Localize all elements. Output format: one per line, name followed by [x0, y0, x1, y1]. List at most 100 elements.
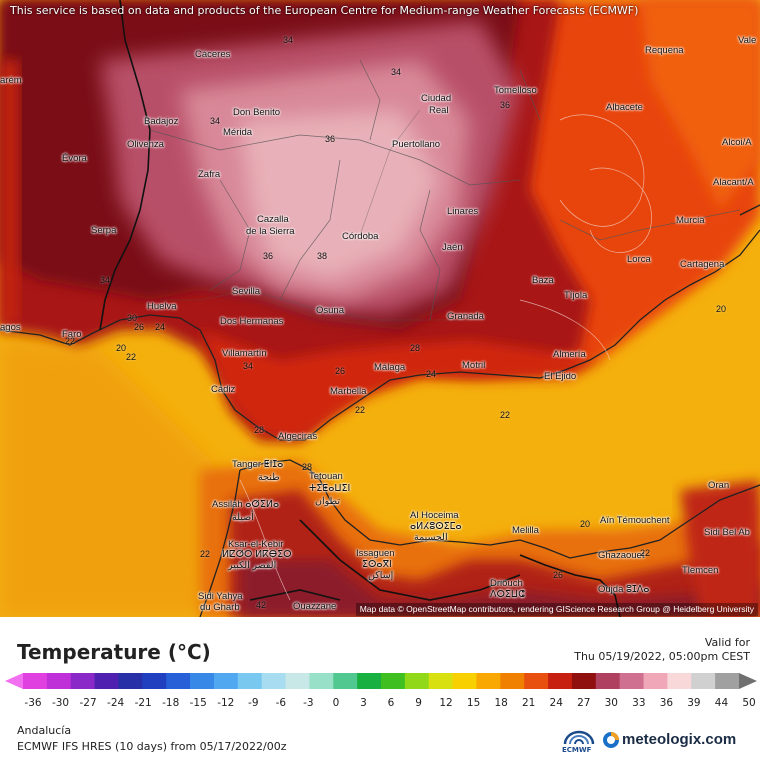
city-label: تطوان	[315, 496, 340, 507]
meteologix-logo-text: meteologix.com	[622, 731, 737, 748]
city-label: de la Sierra	[246, 226, 295, 237]
colorbar-segment	[166, 673, 191, 689]
city-label: القصر الكبير	[228, 560, 277, 571]
city-label: Baza	[532, 275, 554, 286]
colorbar-segment	[619, 673, 645, 689]
colorbar-segment	[548, 673, 573, 689]
city-label: أصيلة	[232, 512, 254, 523]
city-label: Cáceres	[195, 49, 231, 60]
legend-title: Temperature (°C)	[17, 640, 211, 664]
city-label: طنجة	[258, 472, 280, 483]
colorbar-tick-label: 12	[439, 697, 453, 709]
isotherm-label: 34	[283, 35, 294, 45]
colorbar-tick-label: 50	[742, 697, 756, 709]
city-label: إساكن	[368, 570, 394, 581]
city-label: ⵍⵇⵚⵔ ⵍⴽⴱⵉⵔ	[222, 549, 292, 560]
colorbar-tick-label: 33	[632, 697, 646, 709]
isotherm-label: 28	[302, 462, 313, 472]
coastal-red-band	[200, 330, 600, 440]
colorbar-tick-label: 44	[714, 697, 729, 709]
isotherm-label: 38	[317, 251, 328, 261]
city-label: ⵜⵉⵟⴰⵡⵉⵏ	[309, 483, 351, 494]
city-label: Tíjola	[564, 290, 588, 301]
city-label: Évora	[62, 153, 87, 164]
city-label: Osuna	[316, 305, 344, 316]
colorbar-tick-label: -18	[162, 697, 180, 709]
city-label: Olivenza	[127, 139, 164, 150]
region-name: Andalucía	[17, 724, 72, 737]
valid-for-label: Valid for	[704, 636, 750, 649]
temperature-map[interactable]	[0, 0, 760, 617]
city-label: du Gharb	[200, 602, 240, 613]
morocco-rif-red	[230, 490, 760, 617]
colorbar-segment	[118, 673, 143, 689]
colorbar-tick-label: 24	[549, 697, 563, 709]
city-label: Sidi Bel Ab	[704, 527, 750, 538]
city-label: Faro	[62, 329, 82, 340]
coastlines	[0, 204, 760, 617]
city-label: Linares	[447, 206, 479, 217]
city-label: Ouazzane	[293, 601, 337, 612]
colorbar-tick-label: -3	[303, 697, 314, 709]
city-label: ⵉⵙⴰⴳⵏ	[362, 559, 392, 570]
colorbar-tick-label: -27	[79, 697, 97, 709]
colorbar-segment	[261, 673, 287, 689]
colorbar-tick-label: -15	[189, 697, 207, 709]
city-label: Dos Hermanas	[220, 316, 284, 327]
east-coast-orange	[640, 0, 760, 210]
isotherm-label: 22	[126, 352, 137, 362]
isotherm-label: 22	[65, 336, 76, 346]
colorbar-segment	[285, 673, 310, 689]
colorbar-tick-label: 39	[687, 697, 701, 709]
city-label: Tomelloso	[494, 85, 537, 96]
isotherm-label: 26	[134, 322, 145, 332]
colorbar-segment	[500, 673, 525, 689]
city-label: El Ejido	[544, 371, 577, 382]
city-label: Mérida	[223, 127, 253, 138]
atlantic-warm-band	[0, 340, 230, 617]
city-label: Albacete	[606, 102, 643, 113]
city-label: Oran	[708, 480, 730, 491]
isotherm-label: 22	[640, 548, 651, 558]
city-label: Almería	[553, 349, 586, 360]
city-label: Córdoba	[342, 231, 379, 242]
colorbar-tick-label: -21	[134, 697, 152, 709]
isotherm-label: 24	[155, 322, 166, 332]
city-label: Granada	[447, 311, 484, 322]
city-label: Issaguen	[356, 548, 395, 559]
colorbar-segment	[309, 673, 334, 689]
isotherm-lines	[239, 114, 652, 601]
model-run-info: ECMWF IFS HRES (10 days) from 05/17/2022…	[17, 740, 287, 753]
city-label: Sidi Yahya	[198, 591, 243, 602]
portugal-west-red	[0, 60, 20, 330]
colorbar-segment	[213, 673, 239, 689]
isotherm-label: 22	[500, 410, 511, 420]
city-label: Villamartín	[222, 348, 267, 359]
colorbar-segment	[94, 673, 119, 689]
colorbar-tick-label: -9	[248, 697, 259, 709]
colorbar-tick-label: -36	[24, 697, 42, 709]
data-source-notice: This service is based on data and produc…	[10, 4, 639, 17]
colorbar-segment	[691, 673, 716, 689]
isotherm-label: 24	[426, 369, 437, 379]
algeria-hot	[680, 480, 760, 617]
city-label: Requena	[645, 45, 684, 56]
colorbar-tick-label: 21	[522, 697, 536, 709]
colorbar-tick-label: 36	[659, 697, 674, 709]
city-label: Málaga	[374, 362, 406, 373]
isotherm-label: 28	[254, 425, 265, 435]
colorbar-segment	[452, 673, 477, 689]
city-label: الحسيمة	[414, 532, 448, 543]
colorbar-segment	[237, 673, 263, 689]
interior-light-pink	[240, 110, 440, 280]
colorbar-segment	[333, 673, 358, 689]
colorbar-segment	[667, 673, 692, 689]
colorbar-tick-label: -6	[275, 697, 287, 709]
meteologix-logo-icon	[603, 732, 619, 748]
colorbar-tick-label: -12	[217, 697, 235, 709]
colorbar-segment	[23, 673, 48, 689]
colorbar-segment	[715, 673, 740, 689]
borders	[99, 0, 621, 617]
morocco-interior-maroon	[240, 560, 760, 617]
colorbar-tick-label: 6	[387, 697, 395, 709]
